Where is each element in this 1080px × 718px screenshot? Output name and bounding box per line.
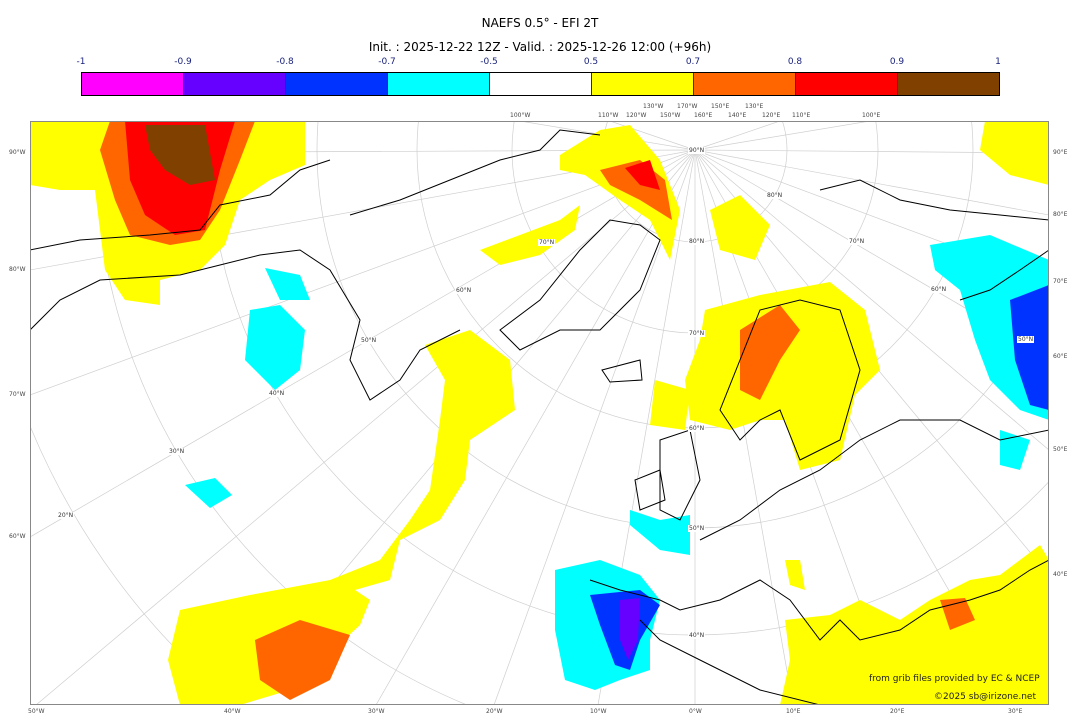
lat-label: 60°N: [688, 425, 706, 432]
axis-label-right: 70°E: [1053, 278, 1068, 285]
colorbar-bin: [796, 73, 898, 95]
axis-label-right: 60°E: [1053, 353, 1068, 360]
axis-label-left: 70°W: [9, 391, 26, 398]
axis-label-bottom: 20°W: [486, 708, 503, 715]
data-source-credit: from grib files provided by EC & NCEP: [869, 674, 1040, 684]
axis-label-top: 130°W: [643, 103, 664, 110]
lat-label: 80°N: [766, 192, 784, 199]
colorbar: [81, 72, 1000, 96]
lat-label: 40°N: [268, 390, 286, 397]
axis-label-top: 150°E: [711, 103, 730, 110]
axis-label-top: 130°E: [745, 103, 764, 110]
colorbar-bin: [490, 73, 592, 95]
map-title: NAEFS 0.5° - EFI 2T: [481, 16, 599, 30]
colorbar-tick: 1: [995, 57, 1001, 67]
axis-label-top: 120°W: [626, 112, 647, 119]
colorbar-bin: [592, 73, 694, 95]
colorbar-tick: -0.9: [174, 57, 192, 67]
lat-label: 70°N: [688, 330, 706, 337]
lat-label: 50°N: [688, 525, 706, 532]
axis-label-bottom: 30°E: [1008, 708, 1023, 715]
lat-label: 80°N: [688, 238, 706, 245]
axis-label-right: 50°E: [1053, 446, 1068, 453]
axis-label-left: 60°W: [9, 533, 26, 540]
axis-label-bottom: 10°E: [786, 708, 801, 715]
axis-label-bottom: 0°W: [689, 708, 702, 715]
colorbar-bin: [184, 73, 286, 95]
colorbar-tick: -0.5: [480, 57, 498, 67]
axis-label-bottom: 10°W: [590, 708, 607, 715]
axis-label-bottom: 30°W: [368, 708, 385, 715]
lat-label: 50°N: [1017, 336, 1035, 343]
efi-field: [31, 122, 1048, 704]
axis-label-right: 40°E: [1053, 571, 1068, 578]
map-canvas: [31, 122, 1048, 704]
colorbar-bin: [388, 73, 490, 95]
axis-label-top: 120°E: [762, 112, 781, 119]
map-subtitle: Init. : 2025-12-22 12Z - Valid. : 2025-1…: [368, 40, 712, 54]
copyright-credit: ©2025 sb@irizone.net: [934, 692, 1036, 702]
axis-label-bottom: 20°E: [890, 708, 905, 715]
lat-label: 40°N: [688, 632, 706, 639]
colorbar-tick: -0.8: [276, 57, 294, 67]
axis-label-right: 80°E: [1053, 211, 1068, 218]
lat-label: 90°N: [688, 147, 706, 154]
axis-label-top: 100°W: [510, 112, 531, 119]
colorbar-bin: [82, 73, 184, 95]
lat-label: 70°N: [538, 239, 556, 246]
axis-label-top: 150°W: [660, 112, 681, 119]
lat-label: 60°N: [455, 287, 473, 294]
axis-label-left: 90°W: [9, 149, 26, 156]
efi-map: 70°N 60°N 50°N 40°N 30°N 20°N 90°N 80°N …: [30, 121, 1049, 705]
lat-label: 60°N: [930, 286, 948, 293]
colorbar-bin: [898, 73, 999, 95]
axis-label-bottom: 40°W: [224, 708, 241, 715]
colorbar-bin: [694, 73, 796, 95]
lat-label: 50°N: [360, 337, 378, 344]
axis-label-left: 80°W: [9, 266, 26, 273]
axis-label-top: 110°E: [792, 112, 811, 119]
coastlines: [31, 129, 1048, 704]
colorbar-tick: -1: [76, 57, 86, 67]
axis-label-top: 160°E: [694, 112, 713, 119]
axis-label-right: 90°E: [1053, 149, 1068, 156]
colorbar-tick: 0.7: [685, 57, 701, 67]
axis-label-top: 140°E: [728, 112, 747, 119]
colorbar-bin: [286, 73, 388, 95]
colorbar-tick: 0.8: [787, 57, 803, 67]
colorbar-tick: 0.9: [889, 57, 905, 67]
lat-label: 30°N: [168, 448, 186, 455]
lat-label: 20°N: [57, 512, 75, 519]
colorbar-tick: -0.7: [378, 57, 396, 67]
axis-label-bottom: 50°W: [28, 708, 45, 715]
axis-label-top: 110°W: [598, 112, 619, 119]
lat-label: 70°N: [848, 238, 866, 245]
colorbar-tick: 0.5: [583, 57, 599, 67]
axis-label-top: 100°E: [862, 112, 881, 119]
axis-label-top: 170°W: [677, 103, 698, 110]
